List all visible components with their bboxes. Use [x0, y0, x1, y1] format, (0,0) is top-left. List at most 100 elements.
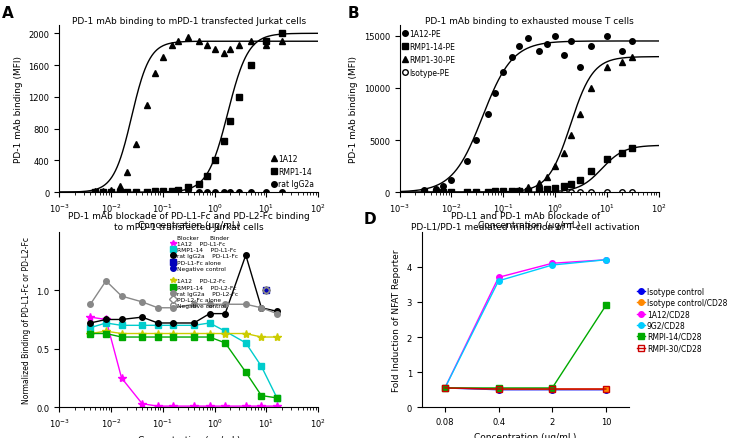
1A12-PE: [483, 112, 492, 117]
Line: rat IgG2a: rat IgG2a: [92, 190, 285, 195]
1A12-PE: [508, 55, 517, 60]
rat IgG2a: [246, 190, 255, 195]
1A12-PE: [559, 53, 568, 58]
Line: Isotype control/CD28: Isotype control/CD28: [442, 385, 609, 392]
RMP1-30-PE: [535, 181, 544, 186]
1A12/CD28: [440, 385, 449, 391]
RMP1-30-PE: [491, 190, 500, 195]
RMP1-14-PE: [542, 187, 551, 192]
1A12/CD28: [548, 261, 556, 266]
Line: Isotype control: Isotype control: [442, 385, 609, 392]
Line: 1A12: 1A12: [92, 35, 285, 195]
RMP1-30-PE: [499, 190, 508, 195]
1A12-PE: [535, 49, 544, 55]
Line: Isotype-PE: Isotype-PE: [422, 190, 634, 195]
RMP1-30-PE: [447, 190, 456, 195]
Text: A: A: [2, 6, 14, 21]
RMP1-14-PE: [559, 184, 568, 190]
1A12-PE: [439, 184, 448, 189]
Isotype-PE: [447, 190, 456, 195]
1A12: [262, 43, 271, 49]
1A12: [98, 189, 107, 194]
rat IgG2a: [262, 190, 271, 195]
1A12-PE: [491, 91, 500, 96]
Isotype-PE: [551, 190, 559, 195]
Isotype-PE: [514, 190, 523, 195]
1A12-PE: [523, 36, 532, 41]
RMP1-14-PE: [535, 188, 544, 193]
1A12: [210, 47, 219, 53]
Isotype control: [440, 385, 449, 391]
1A12: [122, 170, 131, 176]
1A12-PE: [542, 42, 551, 48]
RMP1-14-PE: [462, 190, 471, 195]
rat IgG2a: [131, 190, 140, 195]
Isotype-PE: [559, 190, 568, 195]
Isotype-PE: [499, 190, 508, 195]
1A12-PE: [420, 188, 428, 193]
9G2/CD28: [440, 385, 449, 391]
Line: RMP1-14-PE: RMP1-14-PE: [422, 146, 634, 195]
1A12: [235, 43, 243, 49]
Line: 1A12-PE: 1A12-PE: [422, 34, 634, 194]
RMP1-14: [150, 189, 159, 194]
1A12: [183, 35, 192, 41]
RMP1-14: [219, 138, 228, 144]
Isotype-PE: [420, 190, 428, 195]
9G2/CD28: [602, 258, 610, 263]
1A12: [143, 103, 152, 108]
rat IgG2a: [91, 190, 100, 195]
RMP1-14: [91, 190, 100, 195]
RMP1-14: [278, 32, 286, 37]
RMP1-14: [262, 39, 271, 45]
Line: RMPI-14/CD28: RMPI-14/CD28: [442, 303, 609, 391]
1A12/CD28: [602, 258, 610, 263]
rat IgG2a: [174, 190, 183, 195]
RMP1-14: [235, 95, 243, 100]
X-axis label: Concentration (μg/mL): Concentration (μg/mL): [478, 220, 580, 230]
1A12-PE: [575, 65, 584, 71]
RMP1-30-PE: [551, 164, 559, 170]
1A12-PE: [462, 159, 471, 164]
RMP1-30-PE: [566, 133, 575, 138]
1A12: [91, 189, 100, 194]
1A12-PE: [431, 187, 440, 192]
1A12-PE: [447, 178, 456, 183]
Y-axis label: PD-1 mAb binding (MFI): PD-1 mAb binding (MFI): [349, 56, 358, 163]
Text: D: D: [364, 212, 377, 226]
1A12-PE: [499, 71, 508, 76]
RMP1-14-PE: [566, 182, 575, 187]
RMP1-14-PE: [447, 190, 456, 195]
1A12: [195, 39, 204, 45]
RMP1-30-PE: [439, 190, 448, 195]
rat IgG2a: [235, 190, 243, 195]
Line: 9G2/CD28: 9G2/CD28: [442, 258, 609, 391]
rat IgG2a: [150, 190, 159, 195]
rat IgG2a: [278, 190, 286, 195]
Isotype control/CD28: [494, 386, 503, 392]
Line: 1A12/CD28: 1A12/CD28: [442, 258, 609, 391]
1A12-PE: [551, 34, 559, 39]
1A12-PE: [514, 44, 523, 49]
1A12: [131, 142, 140, 148]
1A12-PE: [566, 39, 575, 45]
RMP1-14-PE: [483, 190, 492, 195]
RMP1-30-PE: [508, 189, 517, 194]
Title: PD-L1 and PD-1 mAb blockade of
PD-L1/PD-1 mediated inhibition of T cell activati: PD-L1 and PD-1 mAb blockade of PD-L1/PD-…: [411, 212, 640, 231]
Legend: Blocker      Binder, 1A12    PD-L1-Fc, RMP1-14    PD-L1-Fc, rat IgG2a    PD-L1-F: Blocker Binder, 1A12 PD-L1-Fc, RMP1-14 P…: [171, 235, 238, 309]
RMP1-30-PE: [575, 112, 584, 117]
RMP1-14-PE: [439, 190, 448, 195]
RMP1-14: [98, 190, 107, 195]
RMPI-14/CD28: [494, 385, 503, 391]
Title: PD-1 mAb blockade of PD-L1-Fc and PD-L2-Fc binding
to mPD-1 transfected Jurkat c: PD-1 mAb blockade of PD-L1-Fc and PD-L2-…: [68, 212, 309, 231]
Isotype-PE: [627, 190, 636, 195]
Isotype-PE: [575, 190, 584, 195]
rat IgG2a: [158, 190, 167, 195]
Isotype control: [602, 387, 610, 392]
Isotype control: [548, 387, 556, 392]
rat IgG2a: [143, 190, 152, 195]
Isotype-PE: [602, 190, 611, 195]
RMP1-30-PE: [471, 190, 480, 195]
RMP1-14: [210, 159, 219, 164]
Y-axis label: Fold Induction of NFAT Reporter: Fold Induction of NFAT Reporter: [392, 249, 401, 391]
